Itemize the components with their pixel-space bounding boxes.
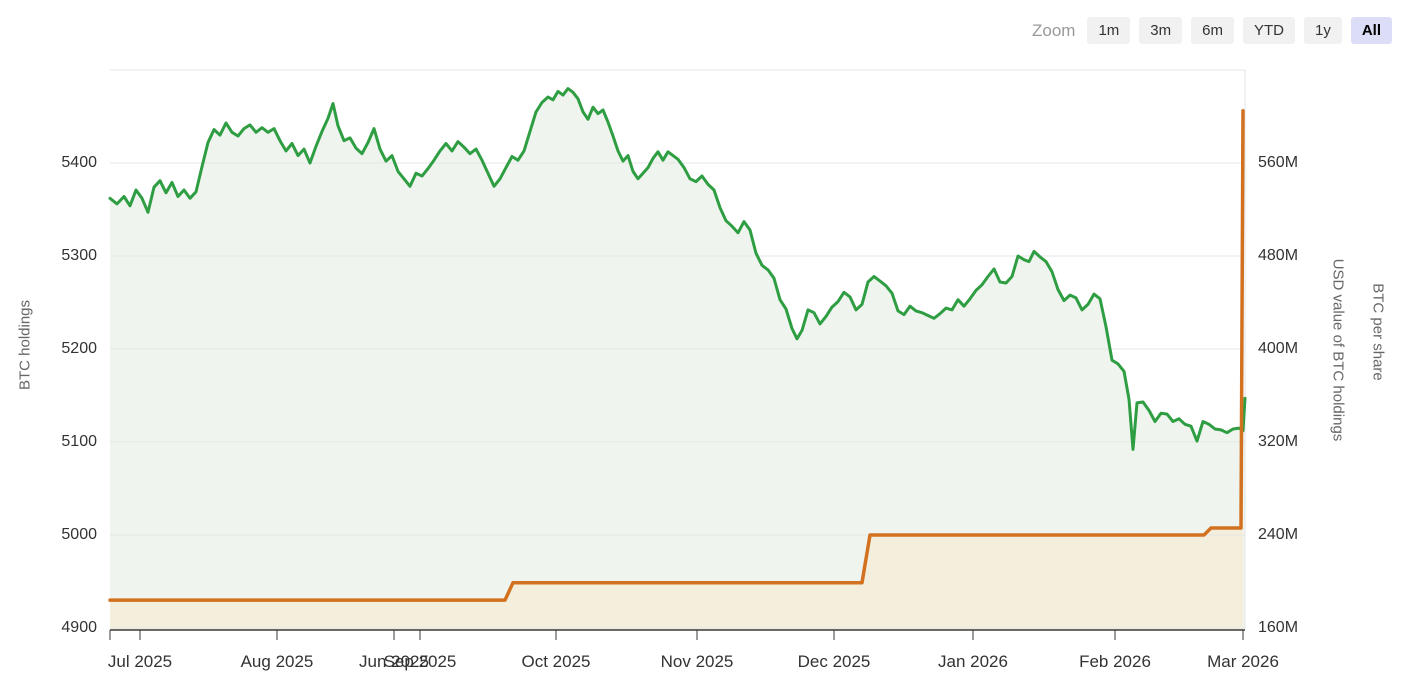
x-axis-label: Feb 2026 <box>1079 652 1151 671</box>
y-axis-left-label: 4900 <box>61 619 97 636</box>
y-axis-left-label: 5100 <box>61 433 97 450</box>
x-axis-label: Sep 2025 <box>383 652 457 671</box>
zoom-label: Zoom <box>1031 20 1076 40</box>
x-axis-label: Dec 2025 <box>797 652 871 671</box>
usd-value-area <box>110 110 1243 630</box>
x-axis-label: Oct 2025 <box>521 652 591 671</box>
zoom-button-ytd[interactable]: YTD <box>1242 17 1295 44</box>
zoom-button-1y[interactable]: 1y <box>1303 17 1342 44</box>
y-axis-right-label: 240M <box>1258 526 1299 543</box>
x-axis-label: Aug 2025 <box>240 652 314 671</box>
btc-holdings-area <box>110 88 1245 631</box>
y-axis-right-label: 320M <box>1258 433 1299 450</box>
zoom-controls: Zoom 1m 3m 6m YTD 1y All <box>1032 17 1392 44</box>
y-axis-left-label: 5300 <box>61 247 97 264</box>
zoom-button-all[interactable]: All <box>1350 17 1392 44</box>
y-axis-right-label: 160M <box>1258 619 1299 636</box>
y-axis-right-title-btc-per-share: BTC per share <box>1369 283 1387 381</box>
x-axis-label: Mar 2026 <box>1207 652 1279 671</box>
x-axis-label: Jun 2025 <box>359 652 429 671</box>
x-axis-label: Nov 2025 <box>660 652 734 671</box>
y-axis-left-label: 5200 <box>61 340 97 357</box>
y-axis-right-label: 400M <box>1258 340 1299 357</box>
x-axis-label: Jan 2026 <box>938 652 1008 671</box>
x-axis-label: Jul 2025 <box>107 652 173 671</box>
y-axis-right-label: 480M <box>1258 247 1299 264</box>
zoom-button-group: 1m 3m 6m YTD 1y All <box>1087 17 1392 44</box>
y-axis-left-label: 5400 <box>61 154 97 171</box>
usd-value-line <box>108 108 1245 602</box>
y-axis-left-label: 5000 <box>61 526 97 543</box>
y-axis-left-title: BTC holdings <box>16 299 34 391</box>
zoom-button-6m[interactable]: 6m <box>1191 17 1234 44</box>
zoom-button-1m[interactable]: 1m <box>1087 17 1131 44</box>
y-axis-right-label: 560M <box>1258 154 1299 171</box>
btc-holdings-line <box>108 87 1247 451</box>
y-axis-right-title-usd: USD value of BTC holdings <box>1329 258 1347 442</box>
zoom-button-3m[interactable]: 3m <box>1139 17 1183 44</box>
